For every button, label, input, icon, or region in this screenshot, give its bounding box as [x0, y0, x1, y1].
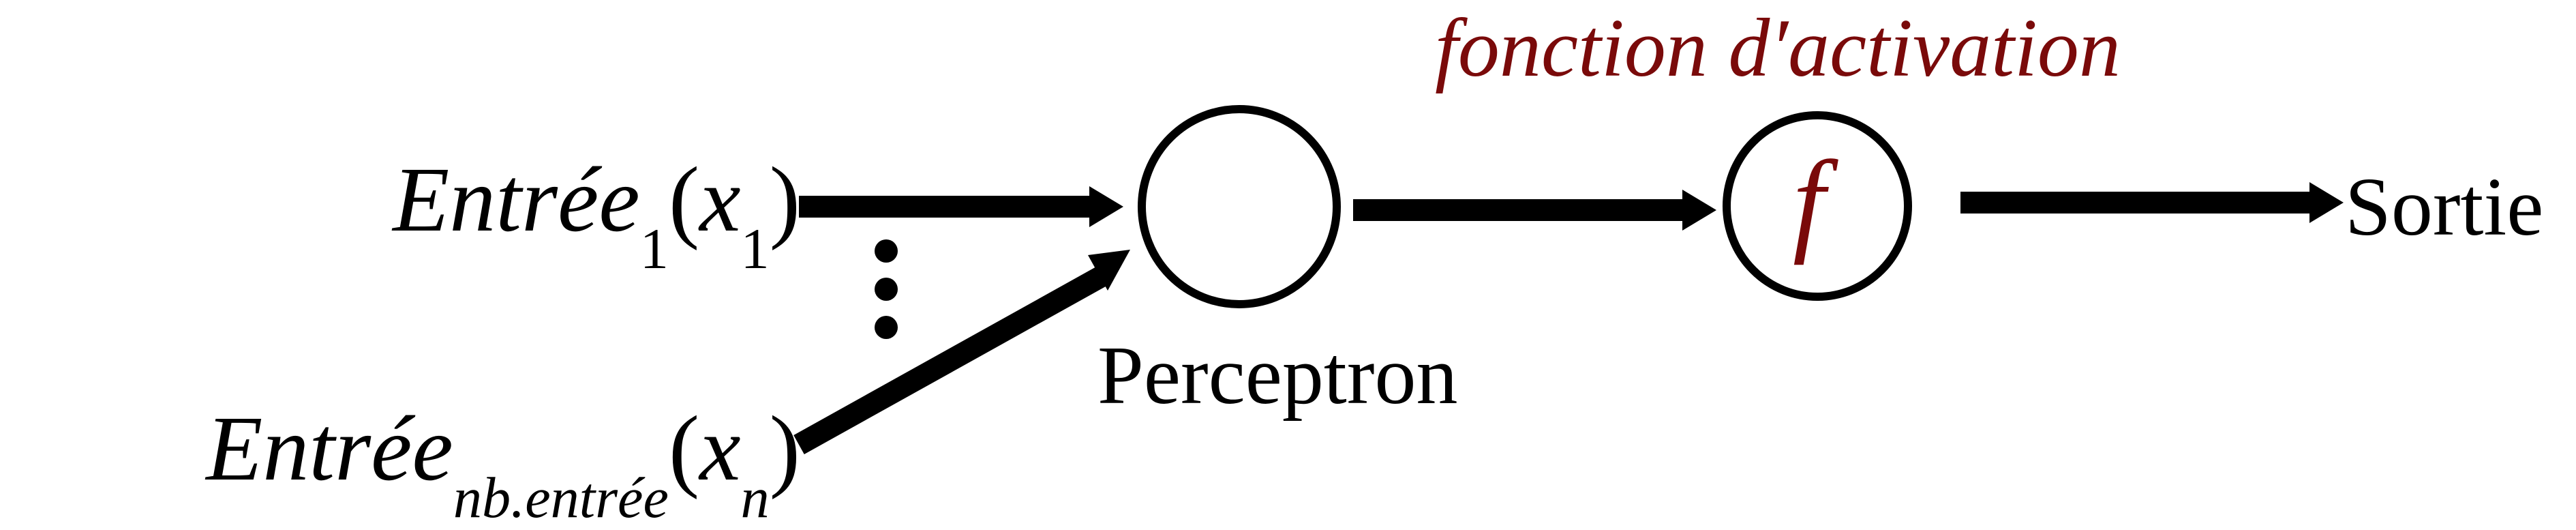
input-n-name: Entrée — [206, 398, 453, 500]
perceptron-node — [1138, 105, 1341, 308]
diagram-canvas — [793, 105, 2344, 454]
arrow-input-n-to-perceptron — [793, 250, 1130, 454]
input-n-var-index: n — [740, 467, 770, 530]
input-1-name: Entrée — [393, 149, 640, 251]
arrow-input-1-to-perceptron — [799, 186, 1123, 227]
input-1-label: Entrée1(x1) — [393, 149, 800, 282]
activation-label: fonction d′activation — [1435, 2, 2121, 94]
output-label: Sortie — [2345, 161, 2544, 253]
input-n-var: x — [699, 398, 741, 500]
input-1-var-index: 1 — [740, 218, 770, 282]
activation-node — [1723, 111, 1912, 301]
input-n-index: nb.entrée — [453, 467, 669, 530]
arrow-activation-to-output — [1960, 182, 2344, 223]
activation-symbol: f — [1793, 137, 1825, 265]
perceptron-label: Perceptron — [1097, 329, 1458, 422]
ellipsis-dots — [875, 239, 898, 339]
input-1-var: x — [699, 149, 741, 251]
input-1-index: 1 — [639, 218, 669, 282]
arrow-perceptron-to-activation — [1353, 190, 1716, 231]
input-n-label: Entréenb.entrée(xn) — [206, 398, 800, 530]
